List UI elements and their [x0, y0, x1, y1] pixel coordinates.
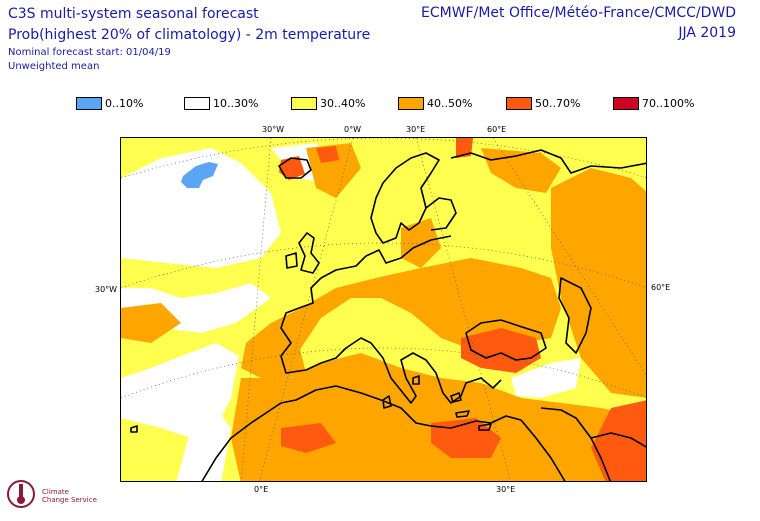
legend-swatch: [291, 96, 317, 110]
grid-label-lon: 30°E: [406, 125, 426, 134]
graticule: [121, 138, 646, 481]
legend-item-40-50: 40..50%: [398, 95, 472, 111]
legend-swatch: [184, 96, 210, 110]
region-40-50: [551, 168, 646, 398]
map-canvas: [121, 138, 646, 481]
legend-swatch: [398, 96, 424, 110]
logo-line-1: Climate: [42, 488, 69, 496]
grid-label-lon: 30°W: [262, 125, 285, 134]
legend-label: 0..10%: [105, 96, 144, 110]
map-subtitle: Prob(highest 20% of climatology) - 2m te…: [8, 27, 371, 43]
legend-label: 10..30%: [213, 96, 259, 110]
region-50-70: [461, 328, 541, 373]
legend-item-30-40: 30..40%: [291, 95, 365, 111]
map-title: C3S multi-system seasonal forecast: [8, 6, 259, 22]
legend-item-0-10: 0..10%: [76, 95, 143, 111]
color-legend: 0..10% 10..30% 30..40% 40..50% 50..70% 7…: [0, 95, 760, 111]
region-50-70: [591, 400, 646, 481]
grid-label-lon: 60°E: [487, 125, 507, 134]
region-0-10: [181, 162, 218, 188]
forecast-start-label: Nominal forecast start: 01/04/19: [8, 47, 171, 58]
legend-label: 40..50%: [427, 96, 473, 110]
region-40-50: [481, 148, 561, 193]
region-50-70: [281, 423, 336, 453]
legend-label: 70..100%: [642, 96, 695, 110]
legend-swatch: [613, 96, 639, 110]
season-label: JJA 2019: [678, 25, 736, 41]
grid-label-left: 30°W: [95, 285, 118, 294]
logo-line-2: Change Service: [42, 496, 97, 504]
thermometer-icon: [7, 480, 35, 508]
region-10-30: [511, 358, 581, 398]
region-40-50: [401, 218, 441, 268]
legend-label: 30..40%: [320, 96, 366, 110]
legend-item-50-70: 50..70%: [506, 95, 580, 111]
legend-item-10-30: 10..30%: [184, 95, 258, 111]
legend-swatch: [76, 96, 102, 110]
grid-label-lon: 0°E: [254, 485, 269, 494]
grid-label-lon: 30°E: [496, 485, 516, 494]
logo-text: Climate Change Service: [42, 488, 97, 504]
legend-swatch: [506, 96, 532, 110]
mean-type-label: Unweighted mean: [8, 61, 100, 72]
region-40-50: [231, 353, 646, 481]
region-10-30: [121, 148, 281, 268]
region-40-50: [251, 333, 306, 383]
legend-item-70-100: 70..100%: [613, 95, 694, 111]
coastlines: [130, 149, 646, 481]
region-40-50: [121, 303, 181, 343]
region-10-30: [176, 408, 231, 481]
climate-change-service-logo: Climate Change Service: [6, 476, 106, 516]
region-50-70: [316, 146, 339, 163]
grid-label-right: 60°E: [651, 283, 671, 292]
providers-label: ECMWF/Met Office/Météo-France/CMCC/DWD: [421, 5, 736, 21]
legend-label: 50..70%: [535, 96, 581, 110]
grid-label-lon: 0°W: [344, 125, 361, 134]
forecast-map: [120, 137, 647, 482]
